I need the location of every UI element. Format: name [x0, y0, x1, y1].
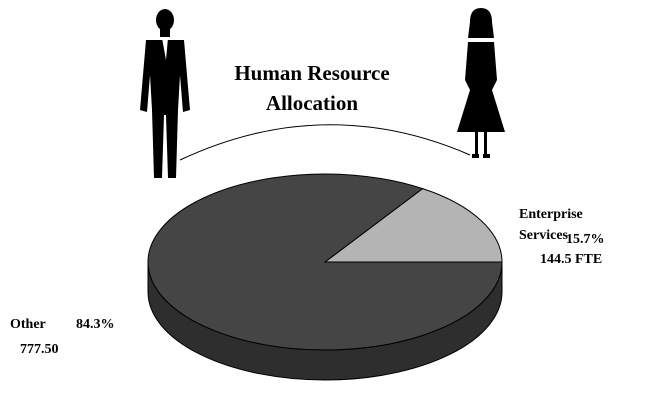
woman-icon	[457, 8, 505, 158]
arc-decoration	[180, 125, 470, 160]
slice-percent: 15.7%	[566, 232, 605, 247]
man-icon	[140, 9, 190, 178]
slice-count: 144.5 FTE	[540, 252, 602, 267]
slice-label: Other	[10, 317, 46, 332]
slice-count: 777.50	[20, 342, 59, 357]
chart-title: Human Resource Allocation	[232, 58, 392, 118]
slice-percent: 84.3%	[76, 317, 115, 332]
pie	[148, 174, 502, 380]
page: EnterpriseServices 15.7% 144.5 FTE Other…	[0, 0, 657, 408]
